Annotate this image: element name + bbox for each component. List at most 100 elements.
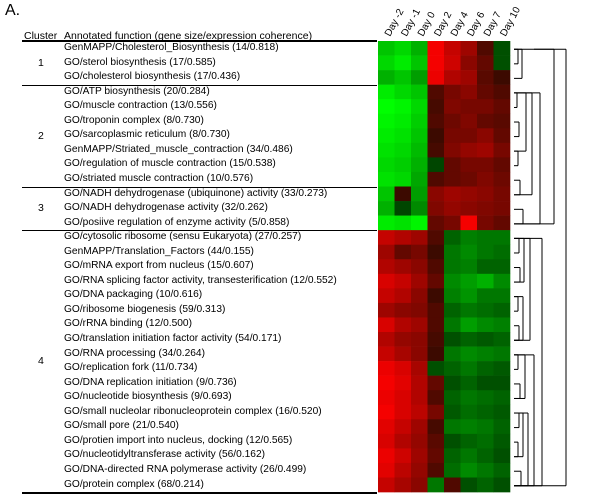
heatmap-cell — [460, 419, 478, 435]
heatmap-cell — [493, 128, 511, 144]
heatmap-cell — [427, 201, 445, 216]
heatmap-cell — [411, 70, 428, 85]
annotation-row: GO/DNA packaging (10/0.616) — [64, 289, 203, 301]
annotation-row: GenMAPP/Translation_Factors (44/0.155) — [64, 245, 254, 257]
annotation-row: GO/cholesterol biosynthesis (17/0.436) — [64, 71, 241, 83]
heatmap-cell — [460, 215, 478, 231]
heatmap-cell — [378, 157, 395, 173]
heatmap-cell — [444, 404, 461, 420]
heatmap-cell — [411, 361, 428, 376]
heatmap-cell — [493, 186, 511, 202]
heatmap-cell — [477, 390, 494, 406]
annotation-row: GenMAPP/Striated_muscle_contraction (34/… — [64, 143, 293, 155]
heatmap-cell — [444, 201, 461, 216]
heatmap-cell — [411, 259, 428, 275]
heatmap-cell — [378, 302, 395, 318]
heatmap-cell — [477, 477, 494, 493]
cluster-number: 3 — [38, 202, 44, 215]
heatmap-cell — [378, 404, 395, 420]
heatmap-cell — [378, 84, 395, 100]
heatmap-cell — [444, 332, 461, 347]
heatmap-cell — [493, 244, 511, 260]
heatmap-cell — [411, 171, 428, 187]
annotation-row: GO/sarcoplasmic reticulum (8/0.730) — [64, 129, 230, 141]
heatmap-cell — [394, 317, 412, 333]
heatmap-cell — [394, 419, 412, 435]
heatmap-cell — [460, 230, 478, 245]
heatmap-cell — [411, 288, 428, 304]
heatmap-cell — [378, 390, 395, 406]
heatmap-cell — [477, 346, 494, 362]
heatmap-cell — [378, 113, 395, 129]
heatmap-cell — [394, 157, 412, 173]
heatmap-cell — [460, 113, 478, 129]
heatmap-cell — [378, 41, 395, 56]
heatmap-cell — [411, 244, 428, 260]
cluster-separator — [22, 186, 377, 188]
heatmap-cell — [460, 448, 478, 464]
heatmap-cell — [427, 332, 445, 347]
heatmap-cell — [394, 215, 412, 231]
heatmap-cell — [427, 433, 445, 449]
heatmap-cell — [394, 332, 412, 347]
day-column-label: Day 10 — [498, 5, 523, 39]
heatmap-cell — [427, 128, 445, 144]
heatmap-cell — [394, 361, 412, 376]
annotation-row: GO/RNA processing (34/0.264) — [64, 347, 205, 359]
heatmap-cell — [477, 404, 494, 420]
heatmap-cell — [378, 448, 395, 464]
heatmap-cell — [444, 375, 461, 391]
heatmap-cell — [427, 288, 445, 304]
heatmap-cell — [411, 186, 428, 202]
heatmap-cell — [493, 99, 511, 115]
heatmap-cell — [411, 332, 428, 347]
heatmap-cell — [460, 462, 478, 478]
heatmap-cell — [427, 273, 445, 289]
cluster-header: Cluster — [24, 30, 58, 42]
heatmap-cell — [394, 128, 412, 144]
heatmap-cell — [411, 84, 428, 100]
heatmap-cell — [460, 375, 478, 391]
heatmap-cell — [493, 113, 511, 129]
heatmap-cell — [378, 215, 395, 231]
heatmap-cell — [394, 186, 412, 202]
heatmap-cell — [444, 70, 461, 85]
heatmap-cell — [444, 259, 461, 275]
heatmap-cell — [394, 302, 412, 318]
heatmap-cell — [460, 302, 478, 318]
heatmap-cell — [378, 128, 395, 144]
heatmap-cell — [427, 157, 445, 173]
heatmap-cell — [477, 230, 494, 245]
heatmap-cell — [460, 288, 478, 304]
heatmap-cell — [427, 448, 445, 464]
heatmap-cell — [493, 390, 511, 406]
cluster-separator — [22, 492, 377, 495]
heatmap-cell — [394, 142, 412, 158]
heatmap-cell — [427, 171, 445, 187]
heatmap-cell — [394, 84, 412, 100]
heatmap-cell — [411, 404, 428, 420]
heatmap-cell — [477, 142, 494, 158]
heatmap-cell — [477, 419, 494, 435]
heatmap-cell — [378, 419, 395, 435]
heatmap-cell — [394, 433, 412, 449]
annotation-row: GO/ribosome biogenesis (59/0.313) — [64, 303, 226, 315]
heatmap-cell — [444, 390, 461, 406]
heatmap-cell — [394, 259, 412, 275]
heatmap-cell — [444, 55, 461, 71]
heatmap-cell — [427, 41, 445, 56]
heatmap-cell — [477, 288, 494, 304]
heatmap-cell — [493, 259, 511, 275]
annotation-row: GO/DNA replication initiation (9/0.736) — [64, 376, 237, 388]
heatmap-cell — [444, 99, 461, 115]
heatmap-cell — [477, 448, 494, 464]
heatmap-cell — [444, 273, 461, 289]
heatmap-cell — [378, 186, 395, 202]
heatmap-cell — [493, 55, 511, 71]
heatmap-cell — [444, 462, 461, 478]
heatmap-cell — [477, 186, 494, 202]
heatmap-cell — [394, 99, 412, 115]
heatmap-cell — [427, 302, 445, 318]
annotation-row: GO/mRNA export from nucleus (15/0.607) — [64, 260, 254, 272]
heatmap-cell — [427, 55, 445, 71]
